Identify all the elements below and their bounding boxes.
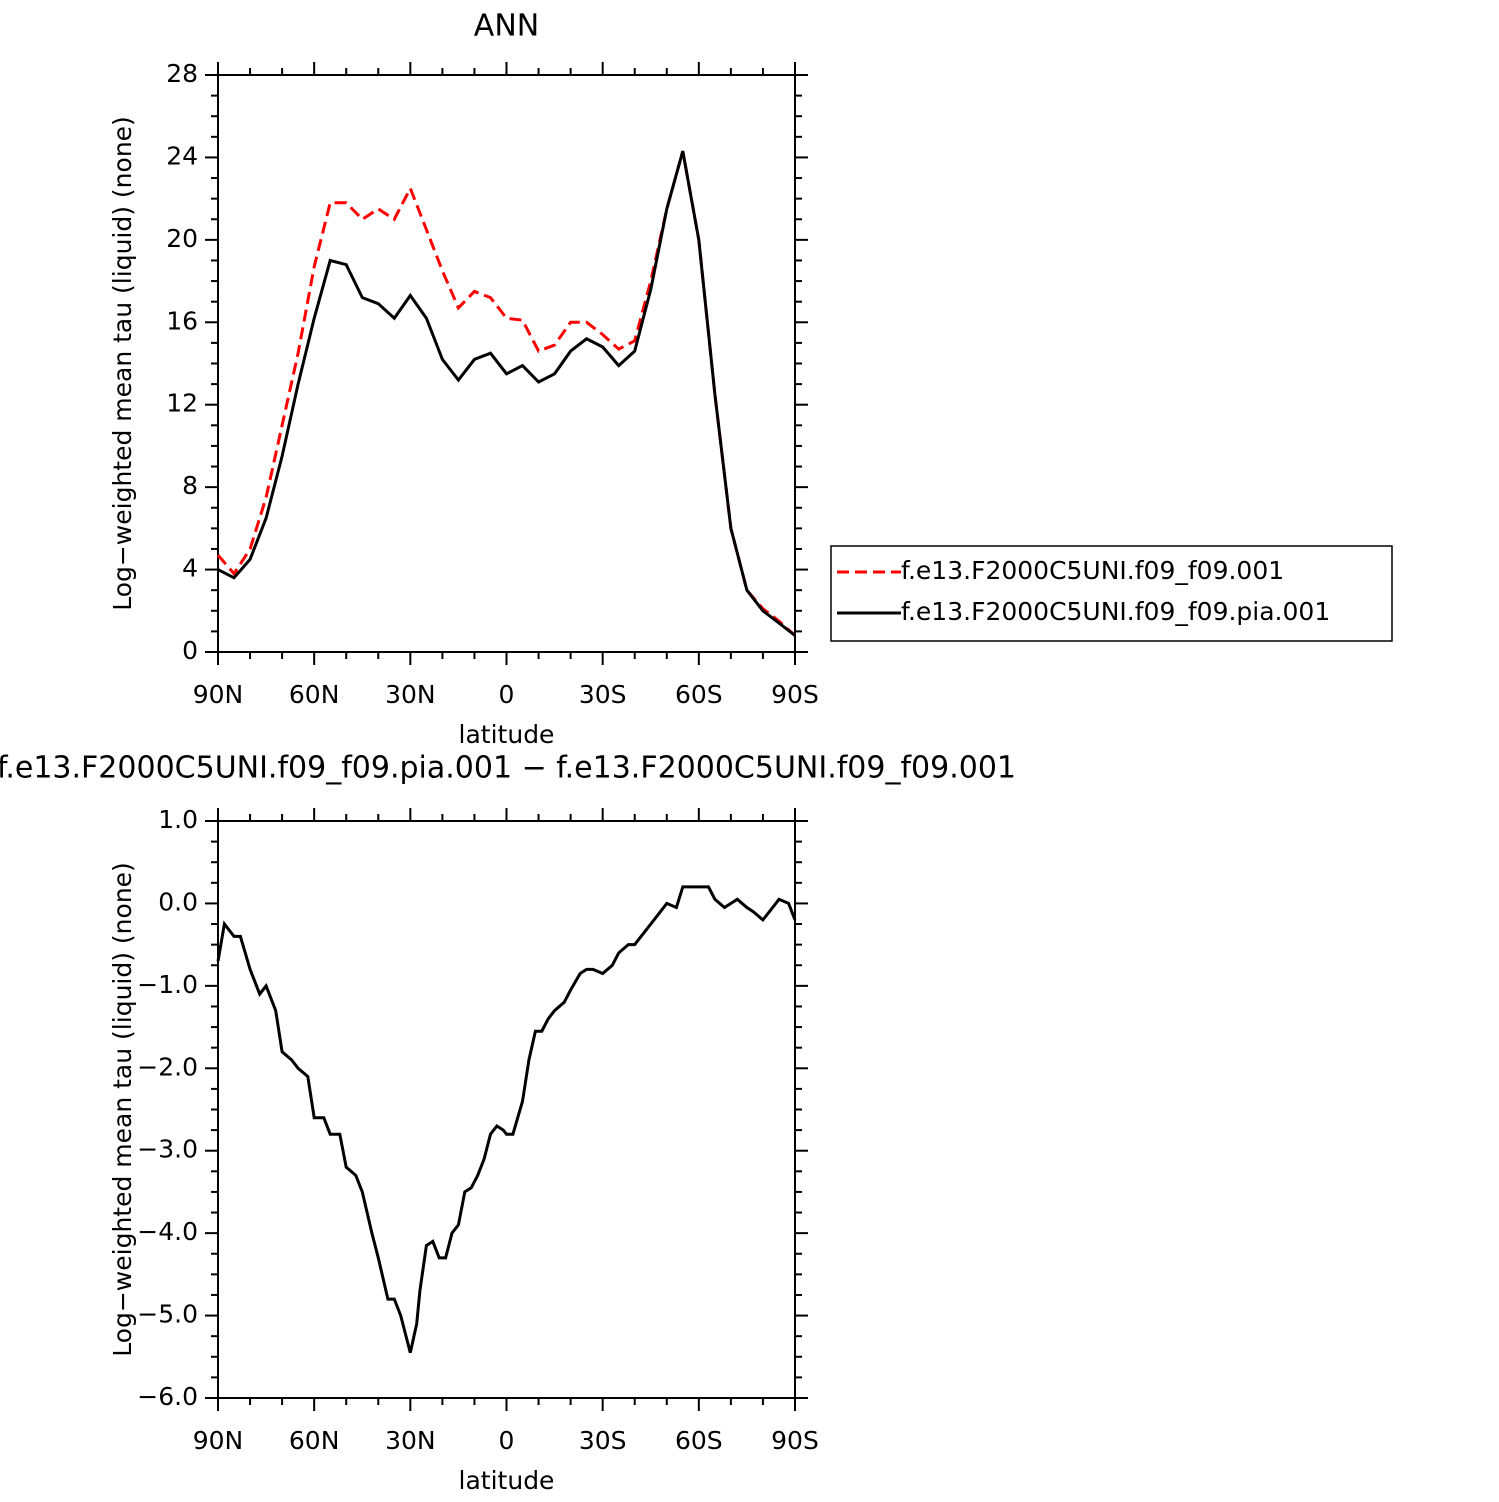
y-tick-label: 28 [166,59,198,88]
x-axis-label: latitude [459,1466,555,1495]
series-line [216,885,797,1354]
chart-title: f.e13.F2000C5UNI.f09_f09.pia.001 − f.e13… [0,751,1016,786]
x-axis-label: latitude [459,720,555,749]
y-tick-label: −3.0 [137,1135,198,1164]
y-axis-label: Log−weighted mean tau (liquid) (none) [108,862,137,1357]
y-tick-label: 0 [182,636,198,665]
x-tick-label: 60N [289,680,340,709]
y-tick-label: 8 [182,471,198,500]
y-tick-label: 12 [166,389,198,418]
y-tick-label: 1.0 [158,805,198,834]
series-line [216,150,797,637]
y-tick-label: 0.0 [158,887,198,916]
x-tick-label: 30N [385,1426,436,1455]
y-tick-label: 16 [166,306,198,335]
legend-label: f.e13.F2000C5UNI.f09_f09.pia.001 [901,597,1330,626]
x-tick-label: 90S [771,680,819,709]
x-tick-label: 30S [579,1426,627,1455]
y-tick-label: 4 [182,554,198,583]
y-tick-label: −6.0 [137,1382,198,1411]
plot-frame [217,820,796,1399]
x-tick-label: 60N [289,1426,340,1455]
x-tick-label: 0 [499,1426,515,1455]
x-tick-label: 90N [193,680,244,709]
x-tick-label: 30S [579,680,627,709]
y-tick-label: 20 [166,224,198,253]
y-tick-label: −2.0 [137,1052,198,1081]
chart-title: ANN [474,9,539,44]
y-tick-label: −1.0 [137,970,198,999]
x-tick-label: 0 [499,680,515,709]
x-tick-label: 90S [771,1426,819,1455]
series-line [217,150,796,637]
y-axis-label: Log−weighted mean tau (liquid) (none) [108,116,137,611]
x-tick-label: 30N [385,680,436,709]
y-tick-label: −5.0 [137,1300,198,1329]
legend-box [830,545,1393,642]
x-tick-label: 60S [675,1426,723,1455]
x-tick-label: 60S [675,680,723,709]
y-tick-label: 24 [166,141,198,170]
legend-label: f.e13.F2000C5UNI.f09_f09.001 [901,556,1284,585]
y-tick-label: −4.0 [137,1217,198,1246]
x-tick-label: 90N [193,1426,244,1455]
